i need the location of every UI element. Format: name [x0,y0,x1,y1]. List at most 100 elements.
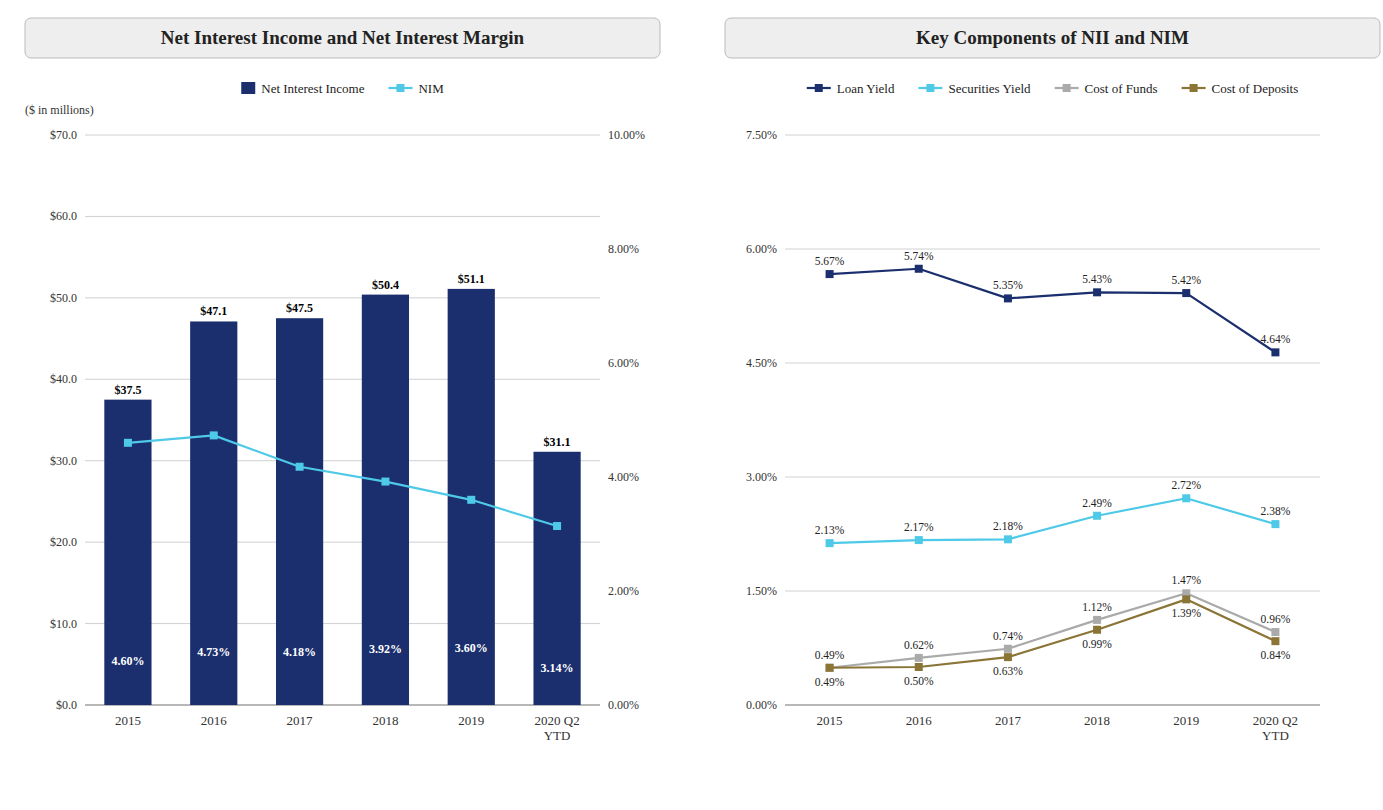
data-label: 2.17% [904,521,934,533]
x-tick-label: 2020 Q2YTD [1253,713,1298,743]
data-label: 2.72% [1171,479,1201,491]
marker [915,654,923,662]
y2-tick-label: 10.00% [608,128,645,142]
legend-swatch [241,82,255,94]
x-tick-label: 2019 [1173,713,1199,728]
data-label: $47.5 [286,301,313,315]
plot-area [104,289,580,705]
bar [104,400,151,705]
y2-tick-label: 0.00% [608,698,639,712]
marker [1182,289,1190,297]
marker [1093,512,1101,520]
x-tick-label: 2015 [115,713,141,728]
data-label: 5.67% [815,255,845,267]
line [128,435,557,526]
data-label: 2.38% [1261,505,1291,517]
data-label: 1.39% [1171,607,1201,619]
data-label: 0.63% [993,665,1023,677]
bar [276,318,323,705]
marker [553,522,561,530]
x-tick-label-line: 2015 [115,713,141,728]
data-label: 0.96% [1261,613,1291,625]
grid-line [785,135,1320,136]
marker [826,664,834,672]
marker [296,463,304,471]
marker [826,664,834,672]
bar [362,295,409,705]
data-labels: $37.5$47.1$47.5$50.4$51.1$31.14.60%4.73%… [111,272,573,675]
x-tick-label: 2016 [906,713,933,728]
data-label: 4.18% [283,645,316,659]
line [830,599,1276,667]
data-label: 3.92% [369,642,402,656]
x-tick-label-line: 2019 [458,713,484,728]
legend-item: Cost of Funds [1055,81,1158,96]
data-label: 1.47% [1171,574,1201,586]
marker [1004,294,1012,302]
grid-line [785,363,1320,364]
x-tick-label: 2018 [372,713,398,728]
x-tick-label: 2015 [817,713,843,728]
subtitle: ($ in millions) [25,103,94,117]
y-tick-label: 4.50% [746,356,777,370]
marker [826,270,834,278]
grid-line [85,216,600,217]
y-tick-label: $20.0 [50,535,77,549]
title-box [725,18,1380,58]
title-group: Net Interest Income and Net Interest Mar… [25,18,660,58]
bar [190,321,237,705]
x-tick-label-line: YTD [544,728,571,743]
marker [1271,520,1279,528]
grid-line [85,623,600,624]
data-label: 0.74% [993,630,1023,642]
title: Key Components of NII and NIM [916,27,1189,48]
marker [1182,595,1190,603]
data-label: 5.74% [904,250,934,262]
y-tick-label: $0.0 [56,698,77,712]
legend-swatch-marker [815,84,823,92]
marker [1093,616,1101,624]
legend-swatch-marker [1190,84,1198,92]
y-tick-label: $70.0 [50,128,77,142]
legend: Loan YieldSecurities YieldCost of FundsC… [807,81,1299,96]
data-label: 3.60% [455,641,488,655]
x-tick-label: 2017 [287,713,314,728]
x-tick-label: 2020 Q2YTD [535,713,580,743]
marker [1004,653,1012,661]
data-label: 2.49% [1082,497,1112,509]
chart: Net Interest Income and Net Interest Mar… [25,18,660,743]
x-tick-label: 2017 [995,713,1022,728]
grid-line [85,705,600,706]
legend-label: NIM [418,81,444,96]
y-tick-label: 3.00% [746,470,777,484]
legend-item: Net Interest Income [241,81,364,96]
data-label: 2.18% [993,520,1023,532]
y-tick-label: $30.0 [50,454,77,468]
line [830,498,1276,543]
y-tick-label: 1.50% [746,584,777,598]
x-axis-line [785,705,1320,706]
data-label: 5.42% [1171,274,1201,286]
axes: $0.0$10.0$20.0$30.0$40.0$50.0$60.0$70.00… [50,128,645,743]
legend: Net Interest Income NIM [241,81,444,96]
data-label: 0.62% [904,639,934,651]
data-label: 2.13% [815,524,845,536]
plot-area [826,265,1280,672]
legend-item: NIM [388,81,444,96]
data-label: 3.14% [541,661,574,675]
marker [124,439,132,447]
grid-line [85,542,600,543]
x-tick-label-line: 2016 [906,713,933,728]
marker [826,539,834,547]
marker [1271,628,1279,636]
x-axis-line [85,705,600,706]
y2-tick-label: 8.00% [608,242,639,256]
legend-item: Securities Yield [918,81,1031,96]
data-label: 0.99% [1082,638,1112,650]
data-label: 5.43% [1082,273,1112,285]
legend-item: Loan Yield [807,81,895,96]
data-label: $37.5 [114,383,141,397]
data-label: $47.1 [200,304,227,318]
y2-tick-label: 4.00% [608,470,639,484]
x-tick-label-line: 2018 [1084,713,1110,728]
